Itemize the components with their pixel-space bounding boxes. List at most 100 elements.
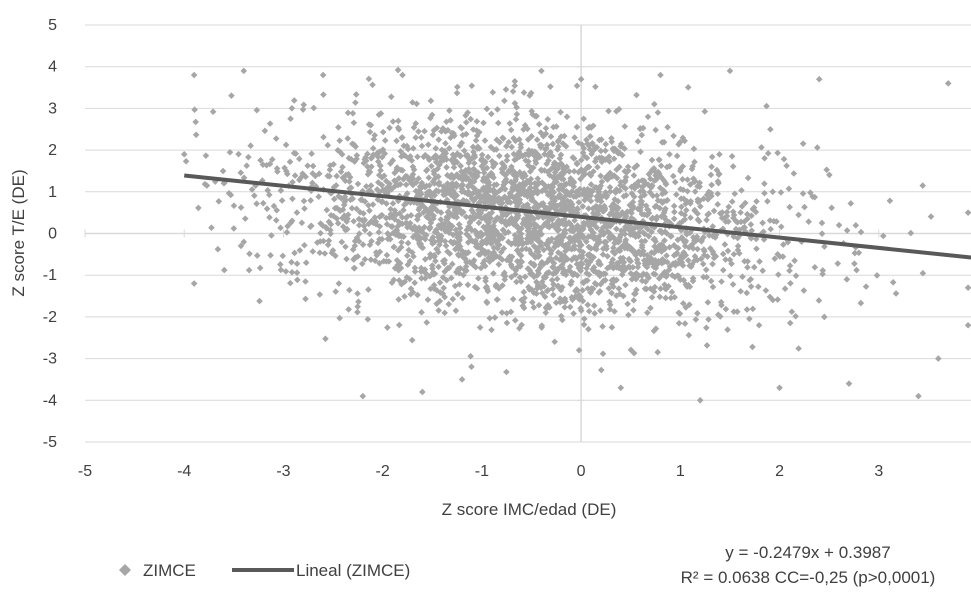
- data-point: [446, 211, 454, 218]
- data-point: [549, 193, 556, 201]
- data-point: [332, 182, 340, 189]
- data-point: [585, 163, 593, 171]
- data-point: [622, 236, 630, 244]
- data-point: [341, 215, 349, 223]
- data-point: [423, 231, 430, 239]
- data-point: [394, 223, 401, 230]
- data-point: [665, 218, 673, 226]
- data-point: [498, 248, 505, 256]
- data-point: [560, 205, 567, 213]
- data-point: [403, 273, 411, 281]
- data-point: [591, 233, 598, 241]
- data-point: [595, 258, 603, 265]
- data-point: [667, 294, 675, 302]
- data-point: [654, 348, 662, 356]
- data-point: [393, 227, 401, 234]
- data-point: [374, 196, 382, 203]
- data-point: [615, 105, 623, 113]
- data-point: [483, 285, 491, 293]
- data-point: [541, 221, 548, 229]
- data-point: [592, 211, 600, 218]
- data-point: [499, 234, 506, 242]
- data-point: [556, 207, 564, 214]
- data-point: [585, 252, 593, 260]
- data-point: [606, 158, 613, 165]
- data-point: [527, 270, 534, 278]
- data-point: [330, 195, 338, 203]
- data-point: [641, 260, 649, 267]
- data-point: [737, 218, 745, 226]
- data-point: [397, 243, 405, 251]
- data-point: [441, 153, 449, 161]
- data-point: [467, 192, 474, 199]
- data-point: [516, 274, 524, 281]
- data-point: [484, 229, 492, 237]
- data-point: [680, 249, 688, 256]
- data-point: [721, 214, 728, 222]
- data-point: [581, 315, 588, 323]
- data-point: [669, 272, 676, 279]
- data-point: [747, 221, 755, 228]
- data-point: [432, 257, 439, 265]
- data-point: [494, 230, 502, 238]
- data-point: [612, 189, 619, 196]
- data-point: [287, 115, 294, 122]
- data-point: [500, 178, 508, 186]
- data-point: [557, 251, 565, 258]
- data-point: [423, 213, 430, 221]
- data-point: [767, 126, 774, 133]
- data-point: [759, 267, 767, 275]
- data-point: [317, 229, 324, 237]
- data-point: [511, 77, 519, 85]
- data-point: [661, 228, 669, 236]
- data-point: [783, 162, 790, 170]
- data-point: [377, 167, 384, 174]
- data-point: [559, 264, 566, 272]
- data-point: [525, 146, 533, 154]
- data-point: [458, 376, 466, 383]
- data-point: [322, 223, 330, 231]
- data-point: [343, 218, 351, 225]
- data-point: [403, 190, 411, 197]
- data-point: [334, 220, 342, 227]
- data-point: [237, 169, 245, 177]
- data-point: [681, 320, 689, 327]
- data-point: [498, 185, 506, 192]
- data-point: [614, 197, 622, 205]
- data-point: [927, 213, 935, 220]
- data-point: [732, 217, 740, 225]
- data-point: [272, 216, 280, 224]
- data-point: [397, 147, 404, 155]
- data-point: [398, 134, 406, 141]
- data-point: [660, 258, 667, 266]
- data-point: [442, 242, 450, 250]
- data-point: [355, 298, 362, 306]
- data-point: [481, 192, 488, 199]
- data-point: [480, 198, 488, 206]
- data-point: [588, 150, 595, 158]
- data-point: [549, 183, 557, 191]
- data-point: [508, 163, 515, 171]
- data-point: [815, 297, 823, 304]
- data-point: [795, 211, 802, 219]
- data-point: [657, 285, 664, 292]
- data-point: [739, 273, 746, 281]
- data-point: [361, 226, 369, 234]
- data-point: [686, 181, 694, 188]
- data-point: [694, 310, 701, 317]
- data-point: [682, 304, 690, 311]
- data-point: [505, 138, 513, 146]
- data-point: [444, 172, 451, 179]
- data-point: [383, 220, 391, 228]
- data-point: [370, 135, 378, 143]
- data-point: [391, 182, 399, 190]
- data-point: [513, 191, 521, 199]
- data-point: [584, 301, 592, 309]
- data-point: [570, 179, 578, 186]
- data-point: [609, 256, 617, 263]
- data-point: [686, 283, 694, 291]
- data-point: [338, 151, 346, 158]
- data-point: [704, 211, 711, 219]
- data-point: [398, 214, 406, 221]
- data-point: [528, 196, 535, 204]
